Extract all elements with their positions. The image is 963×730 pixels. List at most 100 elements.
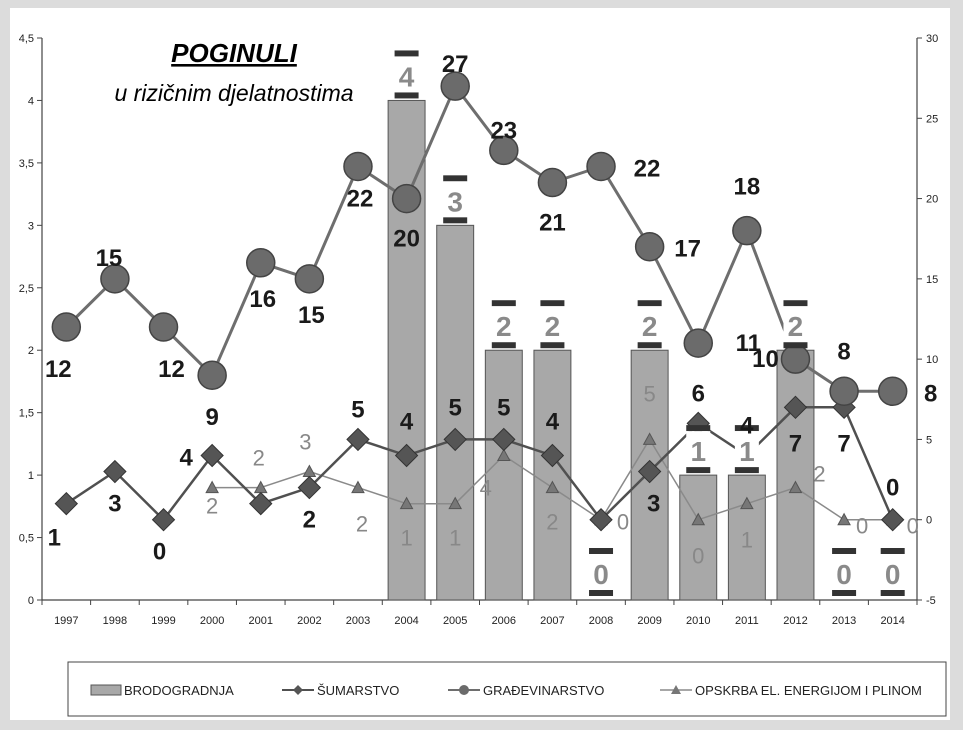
- opskrba-point: [496, 448, 511, 461]
- bar-data-label: 0: [593, 559, 609, 590]
- bar: [484, 349, 523, 601]
- x-tick-label: 2003: [346, 615, 370, 627]
- x-tick-label: 2000: [200, 615, 224, 627]
- bar-label-badge-top: [734, 425, 759, 432]
- bar-label-badge-bottom: [783, 342, 808, 349]
- x-tick-label: 2002: [297, 615, 321, 627]
- sumarstvo-point: [637, 459, 662, 484]
- bar-label-badge: [589, 554, 614, 592]
- gradevinarstvo-point: [877, 376, 908, 407]
- gradevinarstvo-point: [634, 231, 665, 262]
- x-tick-label: 2005: [443, 615, 467, 627]
- chart-subtitle: u rizičnim djelatnostima: [114, 80, 353, 106]
- gradevinarstvo-point: [246, 248, 276, 278]
- opskrba-data-label: 2: [206, 494, 218, 519]
- gradevinarstvo-data-label: 21: [539, 210, 566, 237]
- gradevinarstvo-point: [343, 151, 373, 182]
- y-left-tick-label: 3,5: [19, 158, 34, 170]
- gradevinarstvo-point: [100, 264, 130, 294]
- gradevinarstvo-data-label: 17: [674, 236, 701, 263]
- bar-label-badge-bottom: [540, 342, 565, 349]
- bar-data-label: 2: [788, 311, 804, 342]
- gradevinarstvo-point: [440, 71, 470, 101]
- sumarstvo-point: [394, 443, 419, 468]
- bar-label-badge-bottom: [686, 467, 711, 474]
- y-left-tick-label: 0,5: [19, 533, 34, 545]
- sumarstvo-point: [346, 427, 370, 452]
- bar-label-badge-bottom: [443, 217, 468, 224]
- legend-label-brodogradnja: BRODOGRADNJA: [124, 683, 234, 698]
- sumarstvo-data-label: 0: [153, 539, 166, 566]
- bar-label-badge-top: [637, 300, 662, 307]
- gradevinarstvo-point: [391, 183, 422, 214]
- gradevinarstvo-data-label: 22: [634, 155, 661, 182]
- sumarstvo-point: [151, 508, 176, 532]
- sumarstvo-point: [297, 475, 322, 500]
- bar-label-badge-top: [491, 300, 516, 307]
- x-tick-label: 1998: [103, 615, 127, 627]
- sumarstvo-data-label: 1: [48, 525, 61, 552]
- bar-label-badge: [491, 306, 516, 345]
- legend-box: [67, 661, 947, 717]
- opskrba-point: [448, 496, 463, 510]
- opskrba-data-label: 1: [741, 528, 753, 553]
- x-tick-label: 1999: [151, 615, 175, 627]
- sumarstvo-data-label: 7: [789, 430, 802, 457]
- y-right-tick-label: 30: [926, 33, 938, 45]
- x-tick-label: 2007: [540, 615, 564, 627]
- sumarstvo-data-label: 0: [886, 475, 899, 502]
- sumarstvo-data-label: 4: [400, 408, 414, 435]
- y-left-tick-label: 3: [28, 220, 34, 232]
- bar-label-badge-bottom: [491, 342, 516, 349]
- gradevinarstvo-data-label: 10: [752, 346, 779, 373]
- bar-label-badge: [734, 431, 759, 470]
- gradevinarstvo-point: [148, 312, 179, 342]
- y-left-tick-label: 4,5: [19, 33, 34, 45]
- bar: [436, 224, 475, 601]
- legend-marker-gradevinarstvo: [459, 685, 469, 695]
- opskrba-point: [642, 432, 657, 445]
- gradevinarstvo-point: [489, 135, 519, 166]
- bar-label-badge: [880, 554, 905, 592]
- bar-label-badge-bottom: [880, 590, 905, 596]
- legend-label-gradevinarstvo: GRAĐEVINARSTVO: [483, 683, 604, 698]
- sumarstvo-point: [540, 443, 565, 468]
- bar-label-badge-top: [540, 300, 565, 307]
- bar-label-badge: [394, 56, 419, 95]
- x-tick-label: 1997: [54, 615, 78, 627]
- y-right-tick-label: -5: [926, 595, 936, 607]
- gradevinarstvo-point: [732, 215, 762, 246]
- bar-data-label: 4: [399, 61, 415, 92]
- gradevinarstvo-data-label: 15: [96, 245, 123, 272]
- opskrba-point: [691, 512, 706, 526]
- y-right-tick-label: 20: [926, 194, 938, 206]
- sumarstvo-data-label: 3: [647, 491, 660, 518]
- opskrba-point: [788, 480, 803, 494]
- gradevinarstvo-data-label: 16: [249, 286, 276, 313]
- bar-label-badge-top: [443, 175, 468, 182]
- gradevinarstvo-data-label: 20: [393, 226, 420, 253]
- opskrba-data-label: 5: [644, 381, 656, 406]
- sumarstvo-data-label: 3: [108, 491, 121, 518]
- gradevinarstvo-data-label: 18: [734, 174, 761, 201]
- opskrba-data-label: 3: [299, 430, 311, 455]
- opskrba-data-label: 2: [546, 510, 558, 535]
- x-tick-label: 2001: [249, 615, 273, 627]
- sumarstvo-data-label: 4: [546, 408, 560, 435]
- bar-label-badge-bottom: [637, 342, 662, 349]
- bar-label-badge-bottom: [832, 590, 857, 596]
- opskrba-data-label: 1: [449, 526, 461, 551]
- bar-label-badge-bottom: [589, 590, 614, 596]
- bar-data-label: 3: [447, 186, 463, 217]
- x-tick-label: 2008: [589, 615, 613, 627]
- bar-label-badge: [832, 554, 857, 592]
- sumarstvo-point: [783, 395, 808, 420]
- sumarstvo-data-label: 4: [740, 412, 754, 439]
- bar-label-badge: [686, 431, 711, 470]
- gradevinarstvo-data-label: 8: [924, 380, 937, 407]
- x-tick-label: 2006: [492, 615, 516, 627]
- gradevinarstvo-point: [51, 312, 82, 342]
- y-right-tick-label: 5: [926, 434, 932, 446]
- legend-marker-sumarstvo: [293, 685, 303, 695]
- gradevinarstvo-data-label: 22: [347, 185, 374, 212]
